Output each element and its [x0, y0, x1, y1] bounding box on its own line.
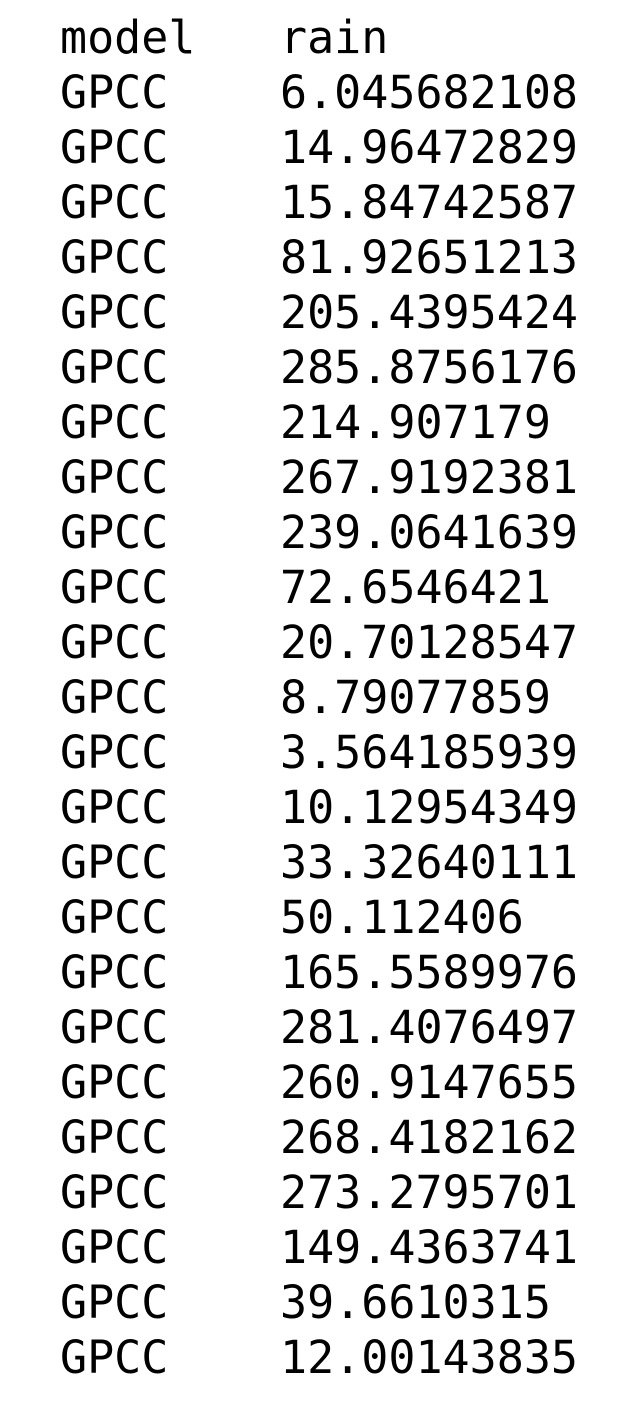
table-row: GPCC 10.12954349	[60, 780, 610, 835]
header-row: model rain	[60, 10, 610, 65]
model-cell: GPCC	[60, 286, 169, 339]
table-row: GPCC 6.045682108	[60, 65, 610, 120]
rain-cell: 10.12954349	[280, 781, 579, 834]
rain-cell: 239.0641639	[280, 506, 579, 559]
table-row: GPCC 149.4363741	[60, 1220, 610, 1275]
model-cell: GPCC	[60, 451, 169, 504]
column-header-rain: rain	[280, 11, 389, 64]
model-cell: GPCC	[60, 561, 169, 614]
rain-cell: 14.96472829	[280, 121, 579, 174]
data-table: model rain GPCC 6.045682108 GPCC 14.9647282…	[60, 10, 610, 1385]
rain-cell: 20.70128547	[280, 616, 579, 669]
model-cell: GPCC	[60, 1056, 169, 1109]
rain-cell: 15.84742587	[280, 176, 579, 229]
table-row: GPCC 15.84742587	[60, 175, 610, 230]
model-cell: GPCC	[60, 726, 169, 779]
table-row: GPCC 281.4076497	[60, 1000, 610, 1055]
table-row: GPCC 3.564185939	[60, 725, 610, 780]
model-cell: GPCC	[60, 836, 169, 889]
table-row: GPCC 205.4395424	[60, 285, 610, 340]
model-cell: GPCC	[60, 396, 169, 449]
table-row: GPCC 39.6610315	[60, 1275, 610, 1330]
rain-cell: 285.8756176	[280, 341, 579, 394]
rain-cell: 149.4363741	[280, 1221, 579, 1274]
table-row: GPCC 72.6546421	[60, 560, 610, 615]
rain-cell: 268.4182162	[280, 1111, 579, 1164]
model-cell: GPCC	[60, 1276, 169, 1329]
table-row: GPCC 285.8756176	[60, 340, 610, 395]
model-cell: GPCC	[60, 891, 169, 944]
model-cell: GPCC	[60, 121, 169, 174]
table-row: GPCC 20.70128547	[60, 615, 610, 670]
model-cell: GPCC	[60, 341, 169, 394]
model-cell: GPCC	[60, 946, 169, 999]
model-cell: GPCC	[60, 616, 169, 669]
model-cell: GPCC	[60, 1221, 169, 1274]
rain-cell: 39.6610315	[280, 1276, 551, 1329]
table-row: GPCC 50.112406	[60, 890, 610, 945]
rain-cell: 8.79077859	[280, 671, 551, 724]
rain-cell: 260.9147655	[280, 1056, 579, 1109]
column-header-model: model	[60, 11, 196, 64]
model-cell: GPCC	[60, 1331, 169, 1384]
table-row: GPCC 14.96472829	[60, 120, 610, 175]
model-cell: GPCC	[60, 176, 169, 229]
table-row: GPCC 239.0641639	[60, 505, 610, 560]
rain-cell: 81.92651213	[280, 231, 579, 284]
model-cell: GPCC	[60, 1166, 169, 1219]
table-row: GPCC 33.32640111	[60, 835, 610, 890]
rain-cell: 3.564185939	[280, 726, 579, 779]
table-row: GPCC 268.4182162	[60, 1110, 610, 1165]
table-row: GPCC 214.907179	[60, 395, 610, 450]
table-row: GPCC 12.00143835	[60, 1330, 610, 1385]
model-cell: GPCC	[60, 1111, 169, 1164]
model-cell: GPCC	[60, 781, 169, 834]
rain-cell: 33.32640111	[280, 836, 579, 889]
table-row: GPCC 81.92651213	[60, 230, 610, 285]
rain-cell: 12.00143835	[280, 1331, 579, 1384]
table-row: GPCC 8.79077859	[60, 670, 610, 725]
rain-cell: 214.907179	[280, 396, 551, 449]
rain-cell: 205.4395424	[280, 286, 579, 339]
model-cell: GPCC	[60, 231, 169, 284]
rain-cell: 165.5589976	[280, 946, 579, 999]
rain-cell: 273.2795701	[280, 1166, 579, 1219]
table-body: GPCC 6.045682108 GPCC 14.96472829 GPCC 15.847…	[60, 65, 610, 1385]
rain-cell: 267.9192381	[280, 451, 579, 504]
rain-cell: 50.112406	[280, 891, 524, 944]
table-row: GPCC 267.9192381	[60, 450, 610, 505]
model-cell: GPCC	[60, 506, 169, 559]
rain-cell: 281.4076497	[280, 1001, 579, 1054]
table-row: GPCC 273.2795701	[60, 1165, 610, 1220]
rain-cell: 6.045682108	[280, 66, 579, 119]
rain-cell: 72.6546421	[280, 561, 551, 614]
model-cell: GPCC	[60, 66, 169, 119]
model-cell: GPCC	[60, 671, 169, 724]
table-row: GPCC 260.9147655	[60, 1055, 610, 1110]
model-cell: GPCC	[60, 1001, 169, 1054]
table-row: GPCC 165.5589976	[60, 945, 610, 1000]
